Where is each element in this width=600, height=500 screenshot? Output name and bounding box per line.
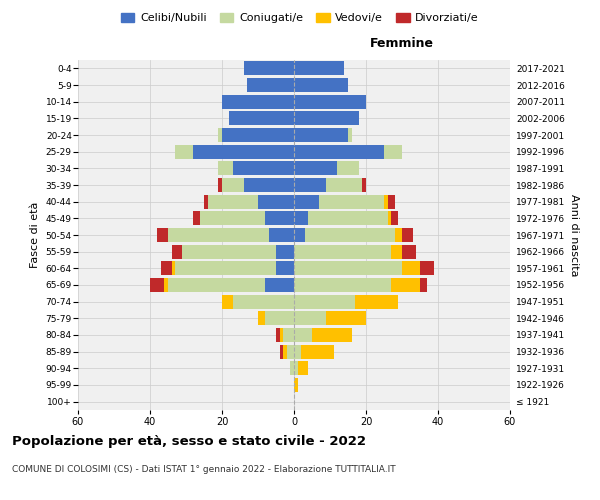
- Bar: [193, 211, 200, 226]
- Bar: [294, 261, 402, 276]
- Bar: [337, 162, 359, 175]
- Bar: [150, 278, 164, 292]
- Bar: [308, 211, 388, 226]
- Bar: [244, 62, 294, 76]
- Bar: [294, 278, 391, 292]
- Bar: [348, 128, 352, 142]
- Bar: [294, 311, 326, 326]
- Bar: [233, 162, 294, 175]
- Bar: [218, 178, 222, 192]
- Text: Femmine: Femmine: [370, 36, 434, 50]
- Bar: [319, 194, 384, 209]
- Bar: [172, 244, 182, 259]
- Bar: [280, 344, 283, 359]
- Bar: [218, 128, 222, 142]
- Bar: [200, 211, 265, 226]
- Bar: [294, 361, 298, 376]
- Bar: [172, 261, 175, 276]
- Bar: [294, 94, 366, 109]
- Bar: [222, 94, 294, 109]
- Bar: [175, 261, 276, 276]
- Bar: [168, 228, 269, 242]
- Bar: [193, 144, 294, 159]
- Bar: [276, 261, 294, 276]
- Bar: [283, 344, 287, 359]
- Bar: [175, 144, 193, 159]
- Bar: [265, 311, 294, 326]
- Bar: [157, 228, 168, 242]
- Bar: [283, 328, 294, 342]
- Bar: [402, 244, 416, 259]
- Bar: [233, 294, 294, 308]
- Bar: [244, 178, 294, 192]
- Bar: [265, 278, 294, 292]
- Bar: [305, 228, 395, 242]
- Bar: [182, 244, 276, 259]
- Bar: [294, 178, 326, 192]
- Bar: [247, 78, 294, 92]
- Bar: [258, 311, 265, 326]
- Bar: [294, 228, 305, 242]
- Bar: [294, 144, 384, 159]
- Bar: [276, 244, 294, 259]
- Y-axis label: Anni di nascita: Anni di nascita: [569, 194, 580, 276]
- Y-axis label: Fasce di età: Fasce di età: [30, 202, 40, 268]
- Bar: [362, 178, 366, 192]
- Bar: [258, 194, 294, 209]
- Bar: [388, 211, 391, 226]
- Bar: [294, 344, 301, 359]
- Bar: [287, 344, 294, 359]
- Bar: [161, 261, 172, 276]
- Bar: [388, 194, 395, 209]
- Bar: [280, 328, 283, 342]
- Bar: [222, 128, 294, 142]
- Bar: [298, 361, 308, 376]
- Bar: [294, 294, 355, 308]
- Bar: [294, 211, 308, 226]
- Bar: [294, 62, 344, 76]
- Bar: [294, 128, 348, 142]
- Bar: [265, 211, 294, 226]
- Bar: [355, 294, 398, 308]
- Text: COMUNE DI COLOSIMI (CS) - Dati ISTAT 1° gennaio 2022 - Elaborazione TUTTITALIA.I: COMUNE DI COLOSIMI (CS) - Dati ISTAT 1° …: [12, 465, 395, 474]
- Bar: [229, 112, 294, 126]
- Bar: [301, 344, 334, 359]
- Bar: [294, 78, 348, 92]
- Bar: [164, 278, 168, 292]
- Bar: [391, 244, 402, 259]
- Bar: [294, 162, 337, 175]
- Bar: [208, 194, 258, 209]
- Bar: [402, 228, 413, 242]
- Bar: [222, 294, 233, 308]
- Bar: [294, 244, 391, 259]
- Bar: [294, 112, 359, 126]
- Bar: [269, 228, 294, 242]
- Bar: [326, 178, 362, 192]
- Bar: [218, 162, 233, 175]
- Bar: [326, 311, 366, 326]
- Bar: [290, 361, 294, 376]
- Legend: Celibi/Nubili, Coniugati/e, Vedovi/e, Divorziati/e: Celibi/Nubili, Coniugati/e, Vedovi/e, Di…: [117, 8, 483, 28]
- Text: Popolazione per età, sesso e stato civile - 2022: Popolazione per età, sesso e stato civil…: [12, 435, 366, 448]
- Bar: [420, 261, 434, 276]
- Bar: [276, 328, 280, 342]
- Bar: [391, 278, 420, 292]
- Bar: [294, 328, 312, 342]
- Bar: [384, 144, 402, 159]
- Bar: [222, 178, 244, 192]
- Bar: [420, 278, 427, 292]
- Bar: [294, 378, 298, 392]
- Bar: [395, 228, 402, 242]
- Bar: [294, 194, 319, 209]
- Bar: [312, 328, 352, 342]
- Bar: [391, 211, 398, 226]
- Bar: [168, 278, 265, 292]
- Bar: [204, 194, 208, 209]
- Bar: [402, 261, 420, 276]
- Bar: [384, 194, 388, 209]
